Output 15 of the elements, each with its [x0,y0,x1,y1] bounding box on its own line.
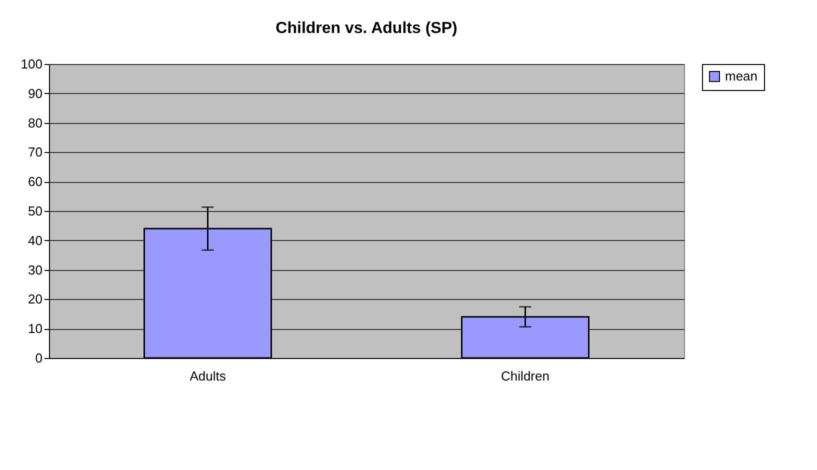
y-tick-label: 10 [28,321,42,336]
legend-label: mean [725,68,758,84]
x-tick-label: Adults [190,368,226,384]
y-tick-label: 60 [28,174,42,190]
y-tick-label: 0 [35,350,42,366]
y-tick-label: 50 [28,204,42,218]
chart-title: Children vs. Adults (SP) [276,20,458,37]
y-tick-label: 70 [28,144,42,160]
y-tick-label: 30 [28,262,42,278]
y-tick-label: 100 [20,56,42,72]
y-tick-label: 80 [28,115,42,130]
y-tick-label: 90 [28,86,42,101]
x-tick-label: Children [501,368,550,384]
y-tick-label: 20 [28,292,42,307]
y-tick-label: 40 [28,232,42,248]
